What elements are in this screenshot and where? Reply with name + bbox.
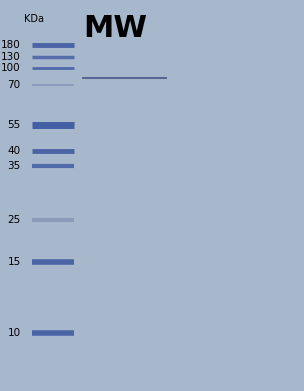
Text: MW: MW — [84, 14, 147, 43]
Text: 10: 10 — [8, 328, 21, 338]
Text: 130: 130 — [1, 52, 21, 62]
Text: 180: 180 — [1, 40, 21, 50]
Text: 40: 40 — [8, 145, 21, 156]
Text: 100: 100 — [1, 63, 21, 74]
Text: KDa: KDa — [24, 14, 44, 24]
Text: 15: 15 — [7, 257, 21, 267]
Text: 25: 25 — [7, 215, 21, 225]
Text: 35: 35 — [7, 161, 21, 171]
Text: 55: 55 — [7, 120, 21, 130]
Text: 70: 70 — [8, 80, 21, 90]
